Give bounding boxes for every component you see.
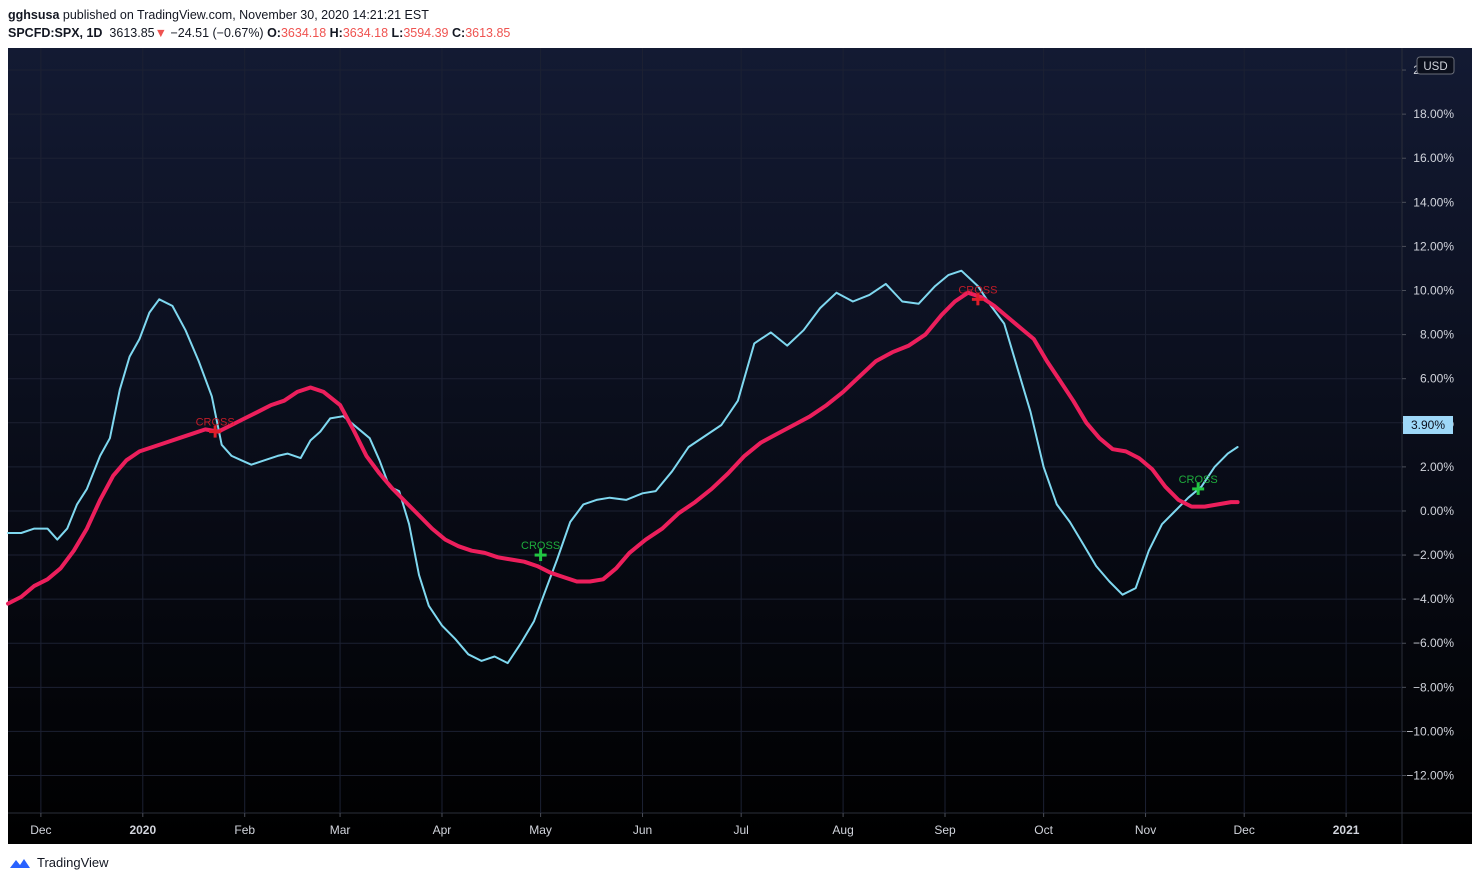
high-label: H: [329, 26, 343, 40]
low-label: L: [391, 26, 404, 40]
series-layer [6, 269, 1240, 665]
cross-down-marker: CROSS [958, 284, 997, 306]
y-tick-label: 10.00% [1413, 284, 1454, 298]
y-tick-label: 0.00% [1420, 504, 1454, 518]
low-value: 3594.39 [403, 26, 449, 40]
chart-header: gghsusa published on TradingView.com, No… [8, 6, 510, 42]
cross-label: CROSS [1179, 474, 1218, 486]
down-arrow-icon: ▼ [154, 26, 167, 40]
close-label: C: [452, 26, 466, 40]
tradingview-logo-icon [10, 858, 30, 868]
cross-annotations: CROSS CROSS CROSS CROSS [196, 284, 1218, 562]
high-value: 3634.18 [342, 26, 389, 40]
currency-badge: USD [1416, 56, 1455, 75]
time-axis[interactable]: Dec 2020 Feb Mar Apr May Jun Jul Aug Sep Oct Nov Dec… [30, 813, 1360, 837]
cross-label: CROSS [196, 417, 235, 429]
cross-label: CROSS [521, 540, 560, 552]
x-tick-label: Nov [1135, 823, 1156, 837]
symbol-label[interactable]: SPCFD:SPX, 1D [8, 26, 103, 40]
axis-badges: USD 3.90% [1403, 56, 1455, 434]
y-tick-label: 14.00% [1413, 195, 1454, 209]
y-tick-label: −8.00% [1413, 680, 1454, 694]
x-tick-label: Feb [234, 823, 255, 837]
cross-up-marker: CROSS [1179, 474, 1218, 495]
x-tick-label: Jun [633, 823, 652, 837]
x-tick-label: Mar [330, 823, 351, 837]
x-tick-label: Jul [733, 823, 748, 837]
y-tick-label: −10.00% [1406, 724, 1454, 738]
fast-ma-line [7, 269, 1239, 665]
footer: TradingView [8, 855, 109, 870]
y-tick-label: 8.00% [1420, 328, 1454, 342]
y-tick-label: 6.00% [1420, 372, 1454, 386]
x-tick-label: Aug [832, 823, 853, 837]
grid-lines [8, 48, 1472, 844]
open-value: 3634.18 [280, 26, 327, 40]
price-axis[interactable]: −12.00% −10.00% −8.00% −6.00% −4.00% −2.00% 0.… [1402, 63, 1454, 783]
last-price: 3613.85 [109, 26, 155, 40]
y-tick-label: −6.00% [1413, 636, 1454, 650]
y-tick-label: −2.00% [1413, 548, 1454, 562]
y-tick-label: 12.00% [1413, 239, 1454, 253]
y-tick-label: 18.00% [1413, 107, 1454, 121]
x-tick-label: Dec [1234, 823, 1255, 837]
published-text: published on TradingView.com, November 3… [62, 8, 429, 22]
brand-label[interactable]: TradingView [37, 855, 109, 870]
close-value: 3613.85 [465, 26, 511, 40]
chart-background [8, 48, 1472, 844]
y-tick-label: 16.00% [1413, 151, 1454, 165]
x-tick-label: 2021 [1333, 823, 1360, 837]
x-tick-label: Sep [934, 823, 956, 837]
symbol-ohlc-line: SPCFD:SPX, 1D 3613.85▼ −24.51 (−0.67%) O… [8, 24, 510, 42]
cross-up-marker: CROSS [521, 540, 560, 562]
open-label: O: [267, 26, 281, 40]
cross-down-marker: CROSS [196, 417, 235, 438]
last-value-box [1403, 415, 1453, 434]
currency-label: USD [1423, 61, 1447, 73]
x-tick-label: Apr [433, 823, 452, 837]
cross-label: CROSS [958, 284, 997, 296]
last-value-label: 3.90% [1411, 418, 1445, 432]
x-tick-label: May [529, 823, 552, 837]
last-value-badge: 3.90% [1403, 415, 1453, 434]
y-tick-label: 2.00% [1420, 460, 1454, 474]
x-tick-label: 2020 [129, 823, 156, 837]
y-tick-label: −12.00% [1406, 769, 1454, 783]
slow-ma-line [6, 290, 1240, 606]
x-tick-label: Dec [30, 823, 51, 837]
y-tick-label: −4.00% [1413, 592, 1454, 606]
currency-badge-box [1416, 56, 1455, 75]
price-change: −24.51 (−0.67%) [170, 26, 264, 40]
publisher-name[interactable]: gghsusa [8, 8, 60, 22]
x-tick-label: Oct [1034, 823, 1053, 837]
publish-info: gghsusa published on TradingView.com, No… [8, 6, 510, 24]
